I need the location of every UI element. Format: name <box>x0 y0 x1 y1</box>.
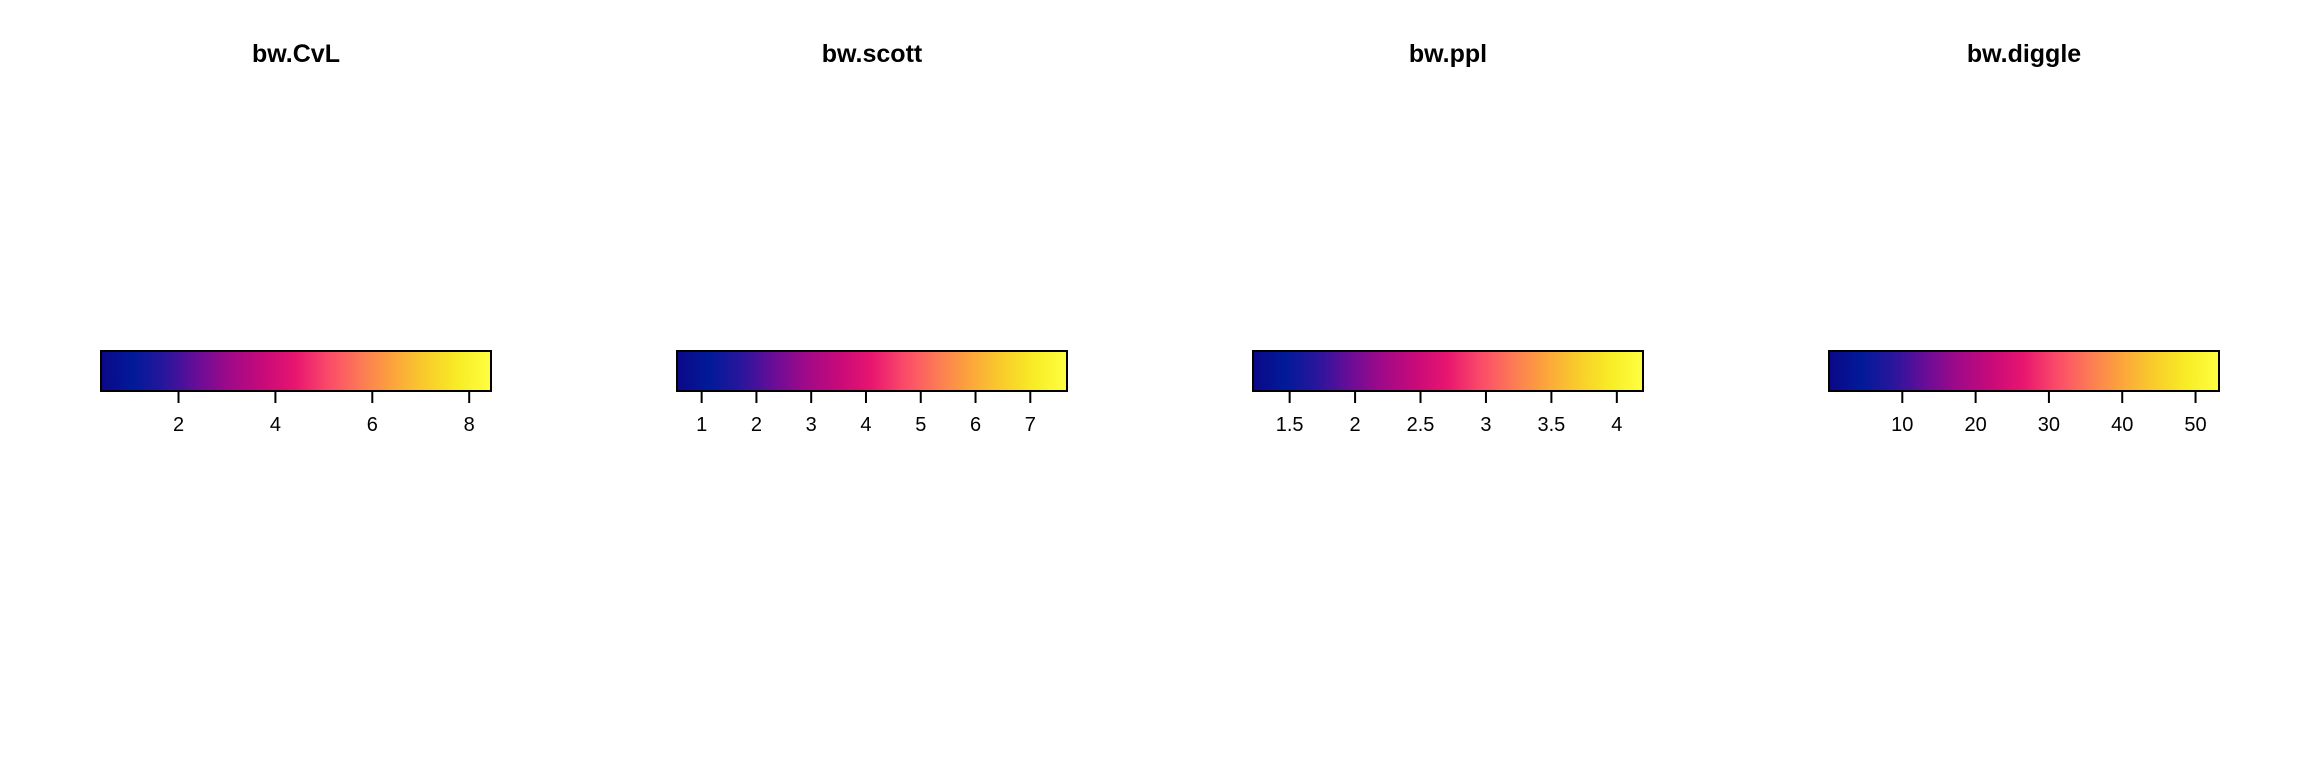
color-ramp <box>101 351 491 391</box>
color-ramp <box>677 351 1067 391</box>
tick-label: 10 <box>1891 414 1913 436</box>
tick-label: 20 <box>1964 414 1986 436</box>
tick-label: 4 <box>270 414 281 436</box>
colorbar-frame <box>1252 350 1644 392</box>
colorbar-frame <box>676 350 1068 392</box>
tick-label: 5 <box>915 414 926 436</box>
panel-title: bw.diggle <box>1967 40 2081 68</box>
colorbar-panel-1: bw.scott 1 2 3 4 5 6 7 <box>676 40 1068 436</box>
panel-title: bw.scott <box>822 40 923 68</box>
tick-label: 40 <box>2111 414 2133 436</box>
panel-title: bw.CvL <box>252 40 340 68</box>
tick-label: 2 <box>173 414 184 436</box>
color-ramp <box>1253 351 1643 391</box>
tick-label: 1.5 <box>1276 414 1304 436</box>
tick-label: 3 <box>806 414 817 436</box>
colorbar-panel-2: bw.ppl 1.5 2 2.5 3 3.5 4 <box>1252 40 1644 436</box>
tick-label: 4 <box>860 414 871 436</box>
tick-label: 3 <box>1480 414 1491 436</box>
tick-label: 6 <box>970 414 981 436</box>
colorbar-frame <box>100 350 492 392</box>
color-ramp <box>1829 351 2219 391</box>
colorbar-panel-0: bw.CvL 2 4 6 8 <box>100 40 492 436</box>
tick-label: 3.5 <box>1537 414 1565 436</box>
colorbar-panel-3: bw.diggle 10 20 30 40 50 <box>1828 40 2220 436</box>
tick-label: 4 <box>1611 414 1622 436</box>
tick-label: 2.5 <box>1407 414 1435 436</box>
colorbar-frame <box>1828 350 2220 392</box>
tick-label: 8 <box>464 414 475 436</box>
tick-label: 6 <box>367 414 378 436</box>
tick-label: 2 <box>751 414 762 436</box>
tick-label: 50 <box>2184 414 2206 436</box>
tick-label: 1 <box>696 414 707 436</box>
tick-label: 2 <box>1350 414 1361 436</box>
tick-label: 7 <box>1025 414 1036 436</box>
tick-label: 30 <box>2038 414 2060 436</box>
panel-title: bw.ppl <box>1409 40 1487 68</box>
